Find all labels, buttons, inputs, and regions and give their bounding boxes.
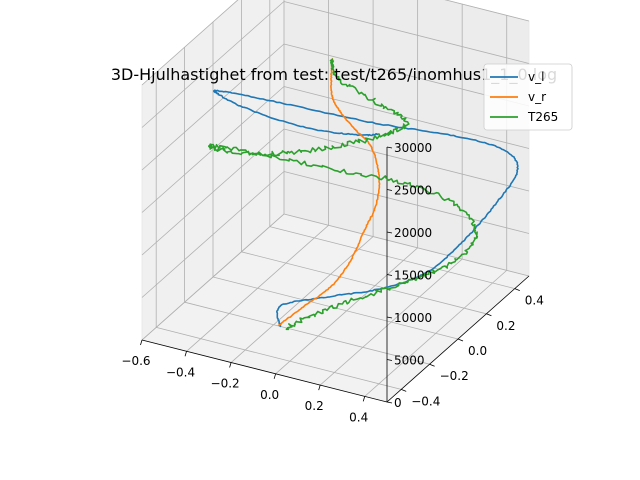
y-grid-line — [156, 327, 402, 390]
z-tick-mark — [386, 231, 393, 234]
legend-label-t265: T265 — [527, 110, 558, 124]
z-grid-line — [283, 171, 530, 234]
x-tick-mark — [184, 351, 187, 357]
x-tick-label: 0.0 — [260, 388, 279, 402]
z-tick-mark — [386, 189, 393, 191]
z-tick-mark — [386, 359, 393, 361]
x-tick-mark — [362, 396, 366, 402]
y-tick-mark — [401, 389, 407, 392]
y-grid-line — [184, 301, 430, 365]
series-line-t265 — [208, 58, 479, 331]
x-tick-label: −0.2 — [211, 377, 240, 391]
z-grid-line — [444, 0, 530, 22]
z-grid-line — [283, 128, 530, 192]
z-grid-line — [141, 0, 239, 86]
z-grid-line — [141, 171, 285, 298]
z-grid-line — [141, 86, 285, 213]
z-tick-mark — [386, 274, 393, 276]
axis-lines — [140, 146, 530, 404]
z-tick-label: 10000 — [394, 311, 432, 325]
legend-label-v-l: v_l — [528, 70, 544, 84]
x-tick-label: 0.4 — [349, 410, 368, 424]
z-tick-mark — [386, 316, 393, 319]
z-grid-line — [141, 1, 285, 128]
y-tick-label: −0.4 — [411, 394, 440, 408]
z-tick-label: 5000 — [394, 354, 425, 368]
z-tick-label: 15000 — [394, 269, 432, 283]
z-grid-line — [283, 1, 530, 64]
axes-panes — [141, 0, 530, 403]
z-grid-line — [141, 213, 285, 341]
z-tick-label: 0 — [394, 396, 402, 410]
y-axis-line — [386, 275, 530, 403]
x-tick-mark — [229, 362, 232, 368]
y-tick-mark — [429, 363, 435, 367]
y-grid-line — [269, 226, 515, 289]
series-line-v-l — [213, 89, 519, 328]
z-grid-line — [141, 128, 285, 256]
x-tick-mark — [318, 384, 321, 391]
chart-title: 3D-Hjulhastighet from test: test/t265/in… — [111, 65, 557, 85]
y-tick-label: −0.2 — [440, 369, 469, 383]
z-grid-line — [283, 213, 530, 277]
x-tick-mark — [140, 339, 143, 346]
y-tick-label: 0.2 — [496, 319, 515, 333]
z-grid-line — [141, 43, 285, 171]
legend-box — [483, 63, 573, 131]
x-tick-label: 0.2 — [305, 399, 324, 413]
y-tick-mark — [457, 338, 464, 342]
x-axis-line — [141, 339, 388, 403]
x-tick-mark — [273, 373, 277, 379]
legend-label-v-r: v_r — [528, 90, 546, 104]
z-tick-label: 30000 — [394, 141, 432, 155]
y-tick-mark — [486, 313, 492, 317]
y-tick-label: 0.4 — [525, 294, 544, 308]
tick-labels: −0.6−0.4−0.20.00.20.4−0.4−0.20.00.20.405… — [121, 141, 543, 424]
grid-lines — [141, 0, 530, 397]
y-tick-label: 0.0 — [468, 344, 487, 358]
y-tick-mark — [514, 288, 520, 291]
z-tick-label: 25000 — [394, 184, 432, 198]
series-layer — [208, 57, 519, 331]
legend: v_l v_r T265 — [483, 63, 573, 131]
x-tick-label: −0.4 — [166, 365, 195, 379]
z-tick-mark — [386, 146, 393, 149]
series-line-v-r — [277, 57, 381, 327]
x-tick-label: −0.6 — [121, 354, 150, 368]
y-grid-line — [241, 251, 487, 315]
z-tick-mark — [386, 401, 393, 404]
z-tick-label: 20000 — [394, 226, 432, 240]
z-grid-line — [283, 86, 530, 149]
